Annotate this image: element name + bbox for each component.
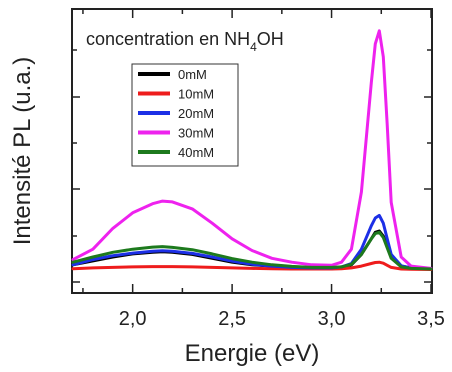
chart-title-subscript: 4 [250,40,257,54]
x-axis-ticks: 2,0 2,5 3,0 3,5 [82,9,445,330]
y-axis-title: Intensité PL (u.a.) [9,57,36,246]
series-line-30mM [71,29,433,270]
legend-label-40mM: 40mM [178,145,214,160]
legend: 0mM 10mM 20mM 30mM 40mM [131,63,239,167]
chart-title: concentration en NH4OH [86,29,284,54]
x-axis-title: Energie (eV) [185,340,320,367]
legend-label-0mM: 0mM [178,67,207,82]
legend-label-10mM: 10mM [178,87,214,102]
series-line-40mM [71,230,433,271]
x-tick-label: 2,0 [119,308,147,330]
chart-title-suffix: OH [257,29,284,49]
y-axis-ticks [72,49,432,283]
x-tick-label: 3,5 [417,308,445,330]
x-tick-label: 2,5 [218,308,246,330]
plot-frame [71,8,433,294]
curves-group [71,29,433,271]
legend-label-20mM: 20mM [178,106,214,121]
legend-label-30mM: 30mM [178,126,214,141]
x-tick-label: 3,0 [318,308,346,330]
